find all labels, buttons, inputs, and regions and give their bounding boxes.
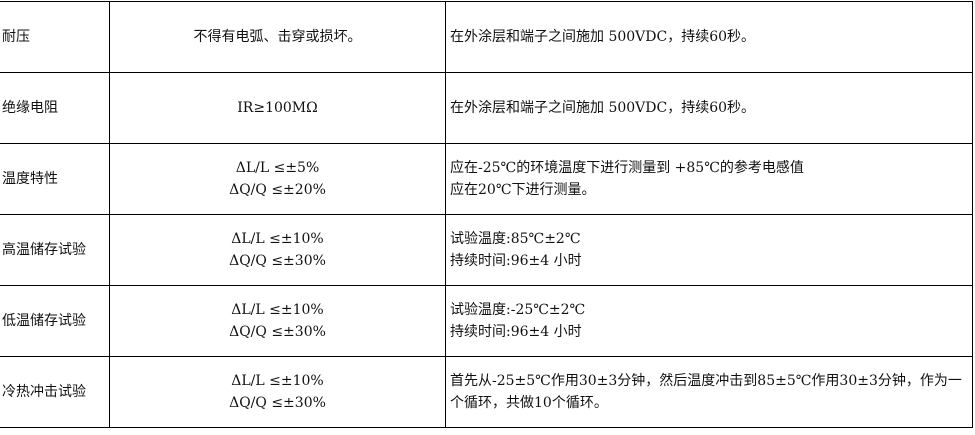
table-row: 高温储存试验 ΔL/L ≤±10% ΔQ/Q ≤±30% 试验温度:85℃±2℃ 持续时… [0,214,973,286]
requirement-line: ΔL/L ≤±10% [231,302,324,318]
condition-cell: 试验温度:-25℃±2℃ 持续时间:96±4 小时 [445,285,973,357]
requirement-line: ΔQ/Q ≤±30% [229,395,326,411]
test-item-cell: 耐压 [0,1,110,73]
requirement-line: 不得有电弧、击穿或损坏。 [193,29,362,45]
requirement-cell: IR≥100MΩ [109,72,446,144]
condition-cell: 应在-25℃的环境温度下进行测量到 +85℃的参考电感值 应在20℃下进行测量。 [445,143,973,215]
requirement-line: ΔQ/Q ≤±20% [229,182,326,198]
condition-line: 应在20℃下进行测量。 [450,182,596,198]
test-item: 耐压 [2,29,30,45]
requirement-cell: ΔL/L ≤±5% ΔQ/Q ≤±20% [109,143,446,215]
condition-line: 持续时间:96±4 小时 [450,324,582,340]
requirement-line: IR≥100MΩ [237,100,318,116]
table-row: 耐压 不得有电弧、击穿或损坏。 在外涂层和端子之间施加 500VDC，持续60秒。 [0,1,973,73]
requirement-cell: ΔL/L ≤±10% ΔQ/Q ≤±30% [109,356,446,428]
requirement-cell: 不得有电弧、击穿或损坏。 [109,1,446,73]
condition-line: 试验温度:85℃±2℃ [450,231,581,247]
test-item-cell: 绝缘电阻 [0,72,110,144]
test-item: 温度特性 [2,171,58,187]
table-row: 温度特性 ΔL/L ≤±5% ΔQ/Q ≤±20% 应在-25℃的环境温度下进行测量到… [0,143,973,215]
test-item-cell: 温度特性 [0,143,110,215]
condition-line: 试验温度:-25℃±2℃ [450,302,586,318]
test-item-cell: 低温储存试验 [0,285,110,357]
test-item: 绝缘电阻 [2,100,58,116]
test-item-cell: 冷热冲击试验 [0,356,110,428]
condition-line: 应在-25℃的环境温度下进行测量到 +85℃的参考电感值 [450,160,804,176]
requirement-line: ΔL/L ≤±10% [231,373,324,389]
table-row: 冷热冲击试验 ΔL/L ≤±10% ΔQ/Q ≤±30% 首先从-25±5℃作用30±… [0,356,973,428]
test-item: 高温储存试验 [2,242,86,258]
test-spec-table: 耐压 不得有电弧、击穿或损坏。 在外涂层和端子之间施加 500VDC，持续60秒。绝… [0,1,973,428]
condition-cell: 在外涂层和端子之间施加 500VDC，持续60秒。 [445,72,973,144]
condition-line: 在外涂层和端子之间施加 500VDC，持续60秒。 [450,100,756,116]
requirement-cell: ΔL/L ≤±10% ΔQ/Q ≤±30% [109,285,446,357]
condition-line: 在外涂层和端子之间施加 500VDC，持续60秒。 [450,29,756,45]
requirement-cell: ΔL/L ≤±10% ΔQ/Q ≤±30% [109,214,446,286]
condition-cell: 试验温度:85℃±2℃ 持续时间:96±4 小时 [445,214,973,286]
requirement-line: ΔQ/Q ≤±30% [229,324,326,340]
test-item: 冷热冲击试验 [2,384,86,400]
requirement-line: ΔL/L ≤±10% [231,231,324,247]
requirement-line: ΔQ/Q ≤±30% [229,253,326,269]
condition-line: 持续时间:96±4 小时 [450,253,582,269]
table-row: 绝缘电阻 IR≥100MΩ 在外涂层和端子之间施加 500VDC，持续60秒。 [0,72,973,144]
condition-cell: 首先从-25±5℃作用30±3分钟，然后温度冲击到85±5℃作用30±3分钟，作… [445,356,973,428]
condition-cell: 在外涂层和端子之间施加 500VDC，持续60秒。 [445,1,973,73]
requirement-line: ΔL/L ≤±5% [235,160,320,176]
test-item-cell: 高温储存试验 [0,214,110,286]
condition-line: 首先从-25±5℃作用30±3分钟，然后温度冲击到85±5℃作用30±3分钟，作… [450,373,962,411]
test-item: 低温储存试验 [2,313,86,329]
table-row: 低温储存试验 ΔL/L ≤±10% ΔQ/Q ≤±30% 试验温度:-25℃±2℃ 持续… [0,285,973,357]
